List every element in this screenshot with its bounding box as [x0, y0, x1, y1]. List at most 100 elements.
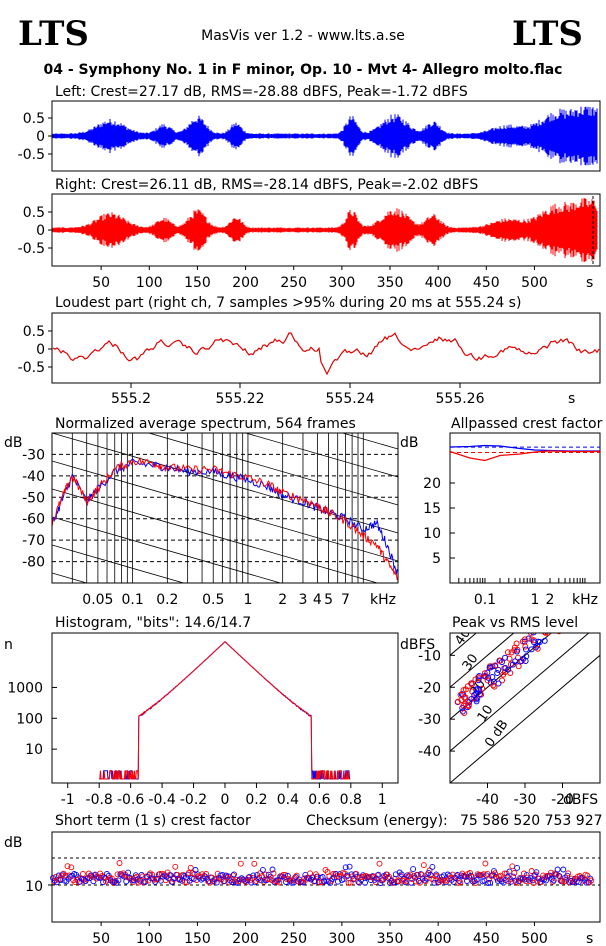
spectrum-xtick: 0.05 — [82, 592, 113, 608]
stcf-point — [251, 860, 258, 867]
histogram-xtick: 1 — [378, 792, 387, 808]
spectrum-xunit: kHz — [370, 592, 396, 608]
stcf-point — [550, 877, 557, 884]
spectrum-right-line — [52, 456, 398, 580]
histogram-yticks: 1000 100 10 — [7, 680, 57, 758]
pvr-point — [462, 694, 469, 701]
stcf-point — [420, 862, 427, 869]
histogram-xticks: -1 -0.8 -0.6 -0.4 -0.2 0 0.2 0.4 0.6 0.8 1 — [61, 783, 387, 808]
stcf-point — [501, 870, 508, 877]
histogram-xtick: -0.4 — [148, 792, 175, 808]
stcf-point — [433, 871, 440, 878]
loudest-xtick: 555.2 — [111, 391, 151, 407]
stcf-point — [104, 876, 111, 883]
pvr-point — [475, 677, 482, 684]
pvr-point — [472, 676, 479, 683]
pvr-point — [454, 698, 461, 705]
pvr-point — [484, 677, 491, 684]
stcf-point — [109, 878, 116, 885]
pvr-point — [495, 680, 502, 687]
stcf-point — [480, 871, 487, 878]
allpassed-xunit: kHz — [572, 592, 598, 608]
stcf-point — [270, 870, 277, 877]
stcf-point — [499, 876, 506, 883]
stcf-point — [116, 860, 123, 866]
pvr-xtick: -40 — [476, 792, 499, 808]
pvr-point — [534, 642, 541, 649]
histogram-xtick: -1 — [61, 792, 75, 808]
spectrum-xtick: 7 — [341, 592, 350, 608]
pvr-point — [504, 649, 511, 656]
stcf-point — [158, 870, 165, 877]
stcf-point — [228, 875, 235, 882]
spectrum-ytick: -80 — [22, 555, 45, 571]
stcf-point — [149, 871, 156, 878]
allpassed-xticks: 0.1 1 2 — [474, 592, 555, 608]
pvr-diag-label: 10 — [475, 702, 497, 724]
pvr-point — [542, 633, 549, 636]
spectrum-xtick: 4 — [313, 592, 322, 608]
stcf-frame — [51, 831, 601, 923]
checksum-label: Checksum (energy): — [306, 813, 448, 829]
histogram-xtick: 0.2 — [245, 792, 267, 808]
stcf-point — [356, 879, 363, 886]
stcf-point — [518, 875, 524, 882]
stcf-point — [255, 876, 262, 882]
pvr-point — [502, 654, 509, 661]
pvr-point — [468, 680, 475, 687]
spectrum-panel: -30 -40 -50 -60 -70 -80 0.05 0.1 0.2 0.5 1 2 3 4 5 7 k… — [22, 432, 399, 608]
logo-left: LTS — [18, 14, 89, 54]
pvr-point — [471, 692, 478, 699]
stcf-point — [362, 879, 368, 886]
stcf-point — [183, 879, 190, 886]
stcf-xtick: 50 — [92, 931, 110, 946]
pvr-xlabel: dBFS — [563, 792, 598, 808]
stcf-point — [103, 871, 110, 877]
pvr-xtick: -20 — [551, 792, 574, 808]
stcf-point — [212, 875, 219, 882]
right-waveform-panel: 0.5 0 -0.5 50 100 150 200 250 300 350 400 450 500… — [18, 193, 601, 291]
stcf-point — [457, 879, 464, 886]
pvr-point — [513, 648, 520, 655]
loudest-panel: 0.5 0 -0.5 555.2 555.22 555.24 555.26 s — [18, 312, 601, 407]
stcf-point — [554, 866, 561, 873]
spectrum-ytick: -50 — [22, 490, 45, 506]
spectrum-xtick: 0.5 — [202, 592, 224, 608]
stcf-point — [395, 878, 402, 885]
pvr-point — [489, 663, 496, 670]
loudest-title: Loudest part (right ch, 7 samples >95% d… — [55, 295, 521, 311]
stcf-point — [130, 877, 137, 884]
stcf-point — [467, 872, 474, 879]
spectrum-xtick: 0.2 — [156, 592, 178, 608]
right-xtick: 500 — [521, 275, 548, 291]
loudest-ytick: 0.5 — [23, 324, 45, 340]
loudest-frame — [51, 312, 601, 384]
stcf-xtick: 450 — [473, 931, 500, 946]
stcf-point — [59, 871, 66, 878]
pvr-point — [509, 661, 516, 668]
right-xtick: 450 — [473, 275, 500, 291]
spectrum-ytick: -60 — [22, 512, 45, 528]
stcf-point — [530, 880, 537, 886]
stcf-point — [549, 878, 556, 885]
pvr-point — [530, 633, 537, 636]
allpassed-title: Allpassed crest factor — [451, 416, 603, 432]
stcf-xtick: 150 — [184, 931, 211, 946]
stcf-point — [79, 871, 86, 877]
stcf-point — [115, 877, 122, 884]
pvr-point — [486, 664, 493, 671]
allpassed-yticks: 20 15 10 5 — [423, 476, 455, 567]
left-yticks: 0.5 0 -0.5 — [18, 111, 52, 163]
right-xtick: 50 — [92, 275, 110, 291]
stcf-point — [439, 873, 445, 880]
stcf-point — [187, 864, 194, 871]
stcf-point — [167, 872, 174, 879]
stcf-point — [246, 873, 253, 880]
spectrum-left-line — [52, 458, 398, 575]
stcf-xtick: 500 — [521, 931, 548, 946]
pvr-point — [466, 699, 473, 706]
stcf-point — [346, 863, 353, 870]
stcf-point — [219, 871, 226, 878]
pvr-ytick: -20 — [418, 680, 441, 696]
